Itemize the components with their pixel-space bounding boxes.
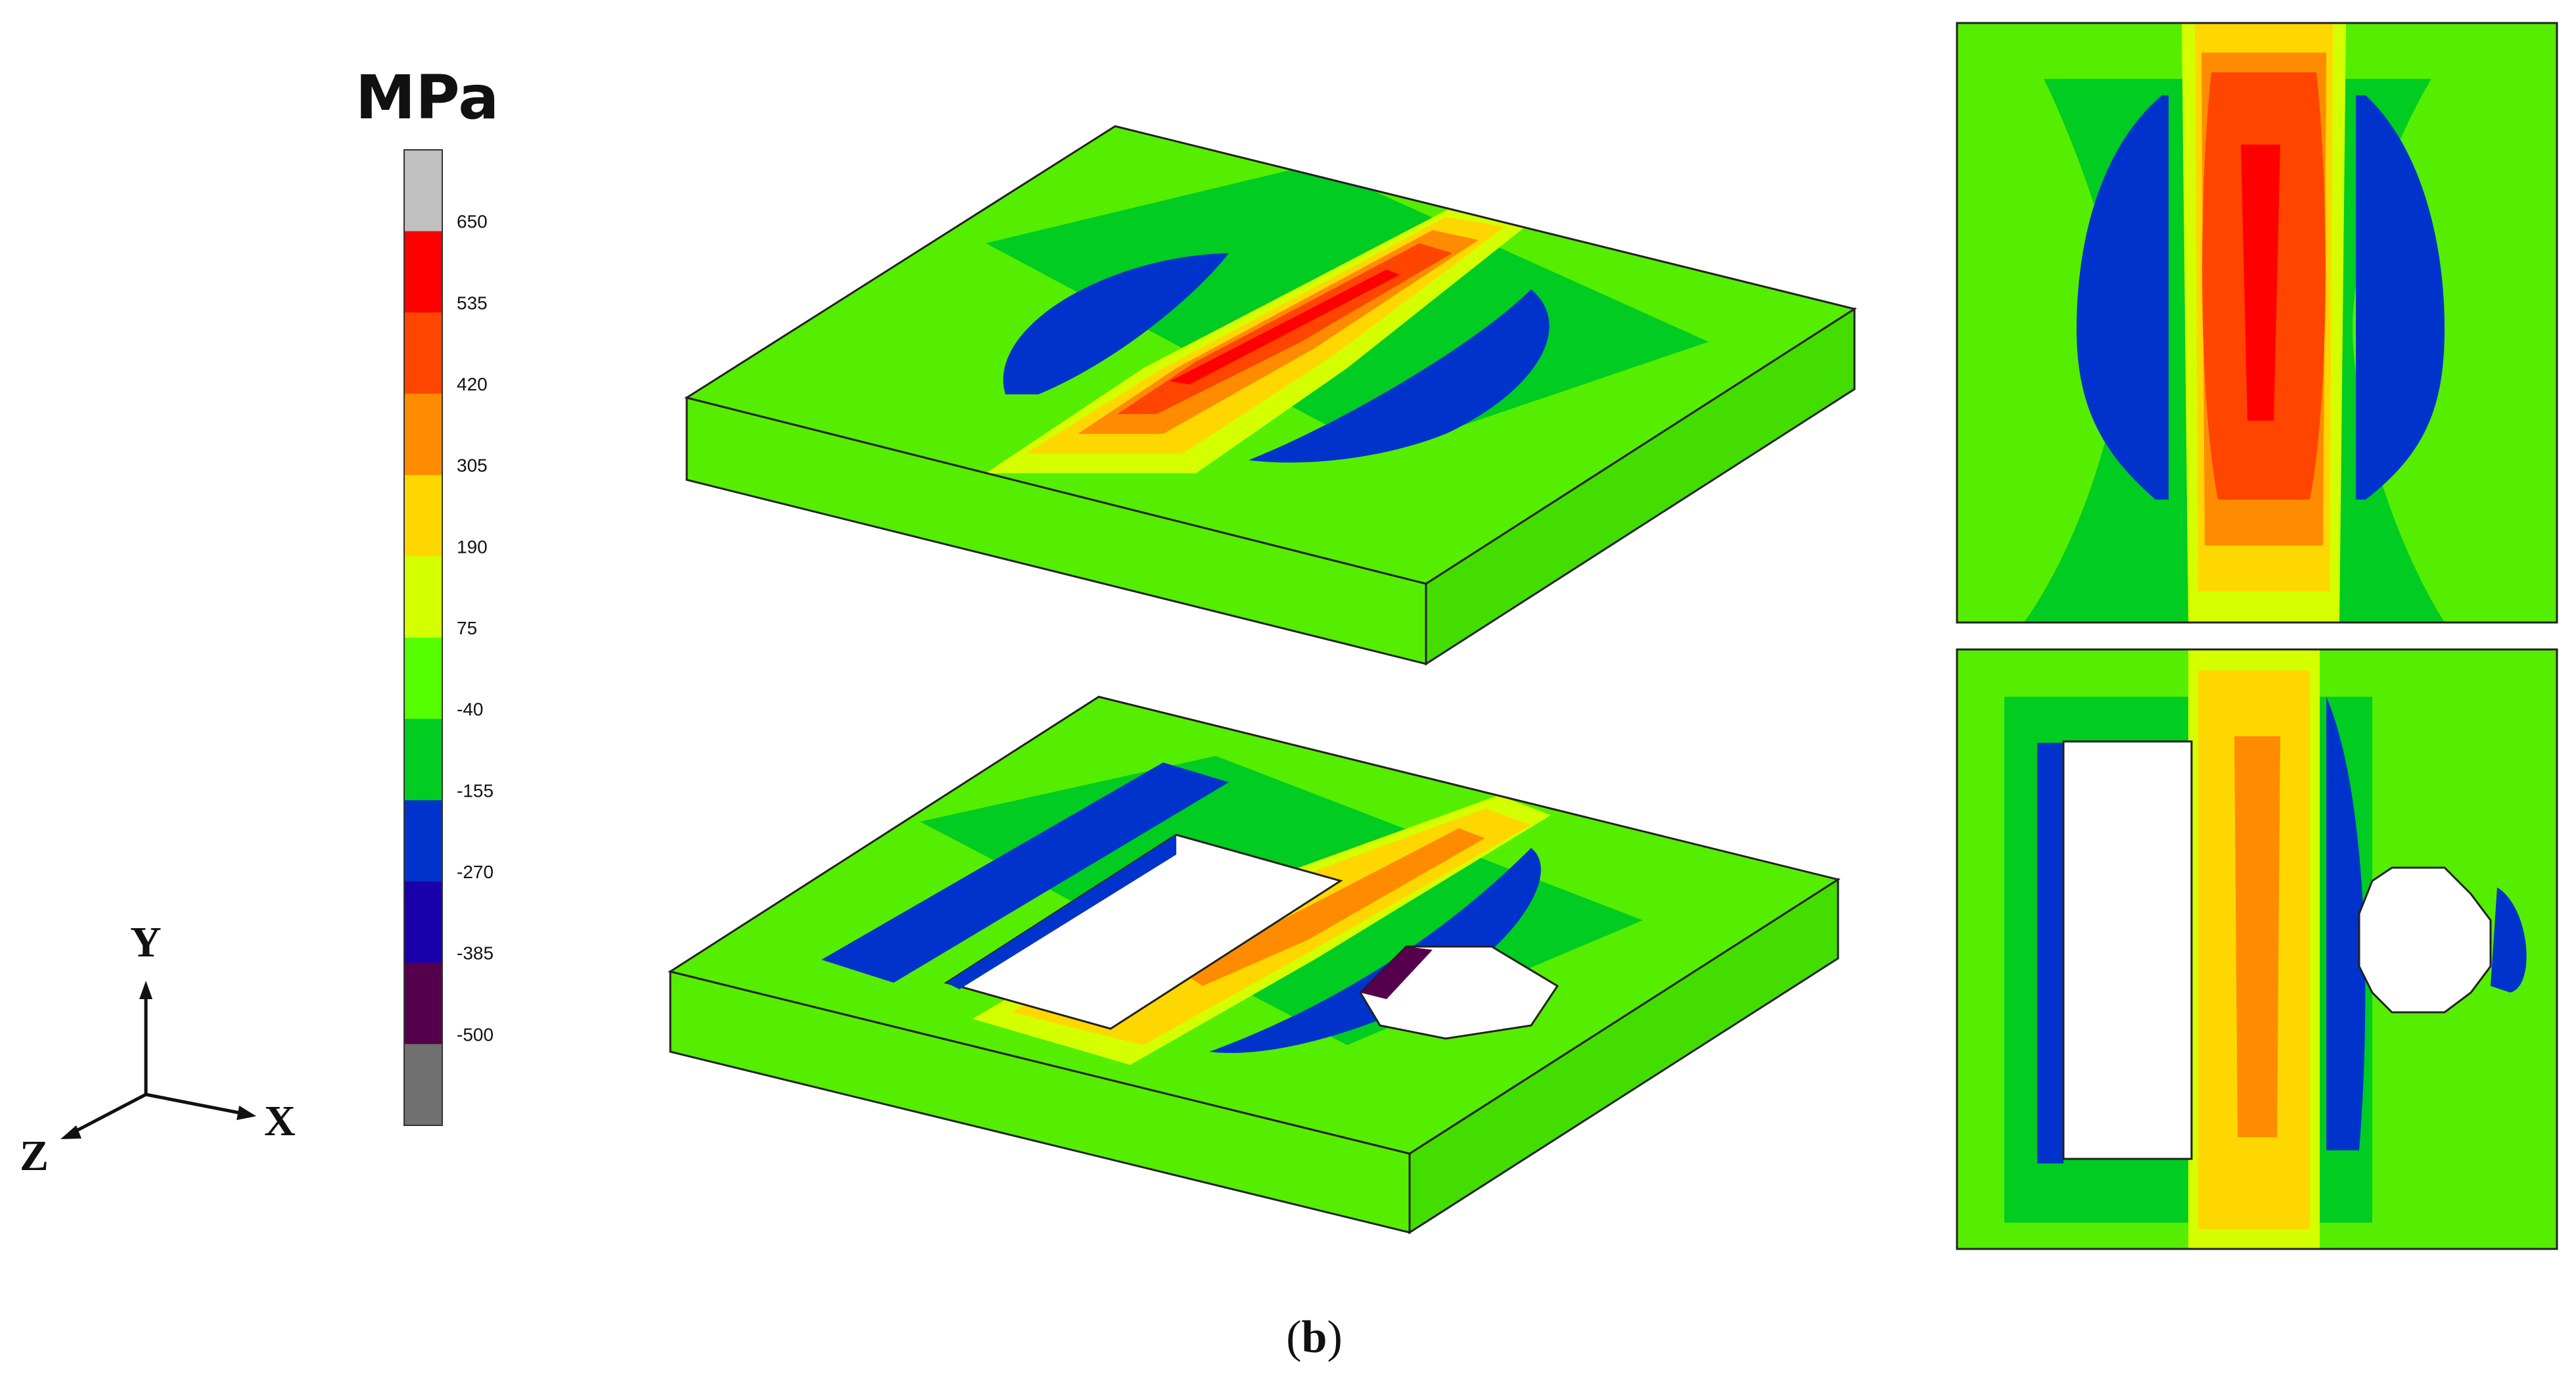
legend-band [404, 718, 442, 801]
legend-tick-label: 420 [457, 374, 488, 394]
x-axis-label: X [264, 1097, 296, 1145]
legend-band [404, 638, 442, 720]
top-view-panel-upper [1956, 22, 2558, 624]
caption-open: ( [1286, 1312, 1302, 1363]
legend-tick-label: -385 [457, 943, 494, 964]
legend-unit-label: MPa [355, 62, 499, 133]
axis-triad: Y X Z [20, 918, 296, 1180]
legend-band [404, 556, 442, 638]
lower-purple-region [1360, 947, 1433, 999]
color-legend: 650 535 420 305 190 75 -40 -155 -270 -385 -500 [403, 149, 494, 1126]
legend-band [404, 800, 442, 882]
legend-band [404, 312, 442, 394]
legend-band [404, 150, 442, 232]
lower-plate-top-contours [670, 697, 1838, 1154]
panel2-blue-lobe-right [2326, 697, 2366, 1150]
legend-tick-label: -270 [457, 862, 494, 882]
top-view-panel-lower [1956, 648, 2558, 1250]
panel2-circular-cutout [2358, 866, 2492, 1014]
y-axis-arrowhead [139, 981, 152, 999]
legend-tick-label: 190 [457, 536, 488, 557]
panel1-blue-lobe-right [2356, 95, 2445, 500]
legend-tick-label: -155 [457, 780, 494, 801]
legend-ticks: 650 535 420 305 190 75 -40 -155 -270 -385 -500 [457, 212, 494, 1045]
lower-plate-3d [668, 695, 1841, 1234]
caption-letter: b [1301, 1312, 1327, 1363]
legend-tick-label: 650 [457, 212, 488, 232]
legend-bands [404, 150, 442, 1126]
legend-band [404, 1044, 442, 1126]
legend-band [404, 475, 442, 557]
legend-band [404, 394, 442, 476]
caption-close: ) [1327, 1312, 1343, 1363]
upper-plate-3d [684, 125, 1857, 666]
y-axis-label: Y [130, 918, 162, 966]
z-axis-label: Z [20, 1132, 49, 1180]
legend-tick-label: 305 [457, 456, 488, 476]
x-axis-arrowhead [237, 1106, 256, 1120]
figure-caption: (b) [1222, 1311, 1406, 1364]
upper-blue-lobe-left [1003, 253, 1229, 394]
legend-tick-label: -40 [457, 699, 483, 720]
lower-blue-edge-left [821, 763, 1229, 983]
legend-band [404, 962, 442, 1045]
panel1-blue-lobe-left [2077, 95, 2169, 500]
legend-tick-label: 535 [457, 293, 488, 313]
legend-frame [403, 149, 443, 1126]
panel2-rectangular-cutout [2062, 740, 2193, 1160]
panel1-red-core [2241, 145, 2280, 421]
z-axis-arrowhead [60, 1125, 81, 1139]
z-axis-line [68, 1092, 147, 1137]
upper-plate-top-contours [687, 126, 1854, 584]
x-axis-line [145, 1092, 247, 1116]
upper-blue-lobe-right [1249, 289, 1550, 463]
legend-tick-label: 75 [457, 618, 477, 638]
legend-band [404, 231, 442, 313]
legend-tick-label: -500 [457, 1024, 494, 1045]
legend-band [404, 881, 442, 964]
